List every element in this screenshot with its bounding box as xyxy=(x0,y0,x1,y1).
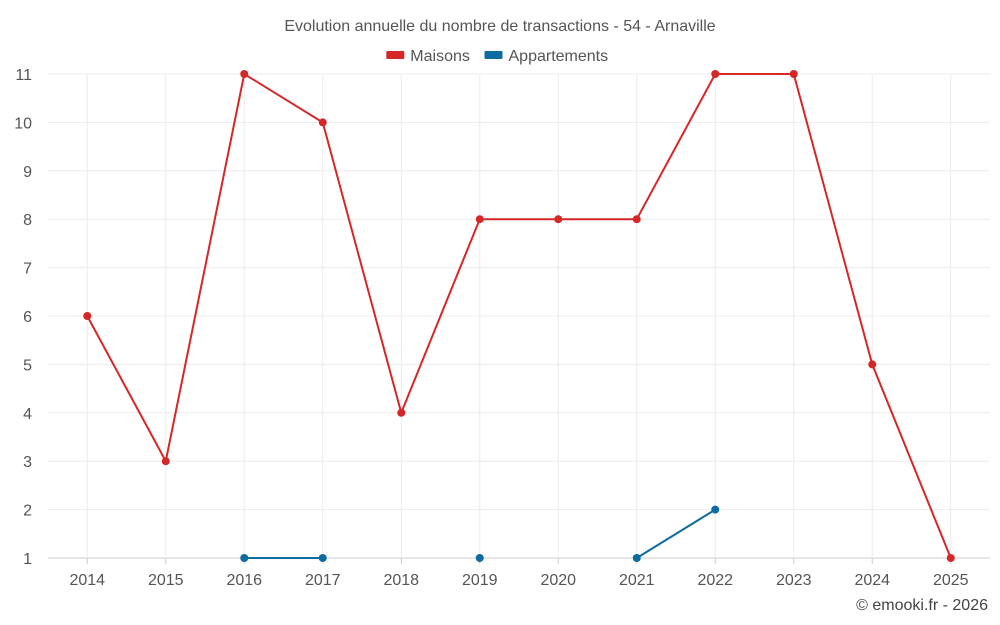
y-tick-label: 10 xyxy=(14,115,32,132)
data-point[interactable] xyxy=(632,215,641,224)
series-line xyxy=(636,508,716,559)
x-tick-label: 2021 xyxy=(619,572,655,589)
series-line xyxy=(86,72,952,559)
data-point[interactable] xyxy=(475,215,484,224)
x-tick-label: 2025 xyxy=(933,572,969,589)
x-tick-label: 2017 xyxy=(305,572,341,589)
y-tick-label: 5 xyxy=(23,357,32,374)
x-tick-label: 2024 xyxy=(854,572,890,589)
y-tick-label: 2 xyxy=(23,503,32,520)
data-point[interactable] xyxy=(318,554,327,562)
legend-label: Appartements xyxy=(509,48,609,65)
legend-swatch xyxy=(484,51,503,59)
chart-title: Evolution annuelle du nombre de transact… xyxy=(284,18,715,35)
legend: Maisons Appartements xyxy=(386,48,608,65)
credit-text: © emooki.fr - 2026 xyxy=(856,597,988,614)
y-tick-label: 7 xyxy=(23,261,32,278)
legend-item-appartements[interactable]: Appartements xyxy=(484,48,609,65)
x-tick-label: 2016 xyxy=(226,572,262,589)
y-tick-label: 11 xyxy=(15,67,32,84)
data-point[interactable] xyxy=(318,118,327,127)
x-tick-label: 2014 xyxy=(69,572,105,589)
data-point[interactable] xyxy=(240,70,249,78)
data-point[interactable] xyxy=(789,70,798,78)
x-tick-label: 2015 xyxy=(148,572,184,589)
data-point[interactable] xyxy=(632,554,641,562)
data-point[interactable] xyxy=(868,360,877,369)
series-maisons xyxy=(83,70,955,562)
y-tick-label: 9 xyxy=(23,164,32,181)
data-point[interactable] xyxy=(83,312,92,320)
series-layer xyxy=(83,70,955,562)
grid xyxy=(48,73,990,564)
y-tick-label: 4 xyxy=(23,406,32,423)
y-tick-label: 6 xyxy=(23,309,32,326)
x-tick-label: 2022 xyxy=(697,572,733,589)
legend-label: Maisons xyxy=(410,48,470,65)
data-point[interactable] xyxy=(397,408,406,417)
y-tick-label: 8 xyxy=(23,212,32,229)
x-tick-label: 2020 xyxy=(540,572,576,589)
data-point[interactable] xyxy=(946,554,955,562)
data-point[interactable] xyxy=(554,215,563,224)
data-point[interactable] xyxy=(161,457,170,466)
data-point[interactable] xyxy=(711,505,720,514)
data-point[interactable] xyxy=(240,554,249,562)
y-tick-label: 1 xyxy=(23,551,32,568)
y-tick-label: 3 xyxy=(23,454,32,471)
legend-swatch xyxy=(386,51,405,59)
data-point[interactable] xyxy=(475,554,484,562)
x-tick-label: 2023 xyxy=(776,572,812,589)
series-appartements xyxy=(240,505,720,562)
x-tick-label: 2019 xyxy=(462,572,498,589)
data-point[interactable] xyxy=(711,70,720,78)
legend-item-maisons[interactable]: Maisons xyxy=(386,48,470,65)
x-tick-label: 2018 xyxy=(383,572,419,589)
tick-labels: 1 2 3 4 5 6 7 8 9 10 11 2014 2015 2016 2017 2018 2019 202… xyxy=(14,67,968,589)
